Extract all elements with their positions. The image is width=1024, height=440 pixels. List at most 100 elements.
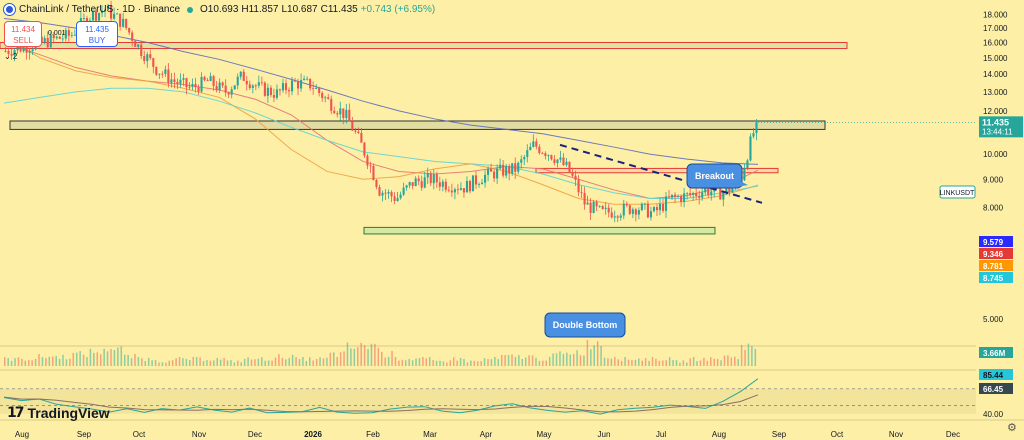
- price-axis-tick-label: 16.000: [983, 39, 1008, 48]
- volume-bar: [552, 353, 554, 366]
- buy-button[interactable]: 11.435 BUY: [76, 21, 118, 47]
- candle-body: [170, 79, 173, 83]
- last-price-label: 11.435: [982, 117, 1009, 127]
- volume-bar: [209, 360, 212, 366]
- volume-bar: [404, 360, 407, 366]
- volume-bar: [69, 358, 71, 366]
- candle-body: [429, 173, 432, 184]
- candle-body: [719, 185, 722, 200]
- volume-bar: [583, 355, 585, 366]
- rsi-value-label: 85.44: [983, 371, 1004, 380]
- candle-body: [643, 203, 646, 205]
- volume-bar: [422, 357, 424, 366]
- ma-price-tag: [979, 272, 1013, 283]
- time-axis-tick-label: Jun: [598, 430, 611, 439]
- volume-bar: [168, 360, 171, 366]
- volume-bar: [141, 358, 143, 366]
- volume-bar: [470, 360, 472, 366]
- volume-bar: [514, 356, 517, 366]
- candle-body: [263, 82, 266, 96]
- volume-bar: [703, 357, 705, 366]
- volume-bar: [579, 355, 582, 366]
- volume-bar: [144, 361, 147, 366]
- symbol-title[interactable]: ChainLink / TetherUS · 1D · Binance: [19, 4, 181, 15]
- volume-bar: [99, 354, 102, 366]
- ma-price-tag: [979, 260, 1013, 271]
- candle-body: [541, 152, 544, 154]
- volume-bar: [45, 358, 47, 366]
- sell-button[interactable]: 11.434 SELL: [4, 21, 42, 47]
- volume-bar: [566, 352, 568, 366]
- volume-bar: [360, 342, 362, 366]
- candle-body: [414, 178, 417, 187]
- volume-bar: [394, 357, 397, 366]
- candle-body: [411, 182, 414, 187]
- volume-bar: [730, 357, 733, 366]
- tradingview-logo[interactable]: 17 TradingView: [7, 405, 110, 421]
- volume-bar: [384, 357, 386, 366]
- volume-bar: [120, 346, 123, 366]
- volume-bar: [278, 354, 280, 366]
- volume-bar: [247, 357, 249, 366]
- volume-bar: [590, 349, 592, 366]
- volume-bar: [230, 360, 232, 366]
- candle-body: [230, 89, 233, 95]
- volume-bar: [319, 357, 321, 366]
- moving-average-line: [3, 36, 759, 205]
- candle-body: [586, 202, 589, 205]
- candle-body: [625, 203, 628, 206]
- volume-bar: [178, 356, 181, 366]
- volume-bar: [740, 344, 743, 366]
- buy-label: BUY: [88, 36, 106, 45]
- candle-body: [649, 211, 652, 218]
- candle-body: [532, 141, 535, 147]
- volume-bar: [418, 358, 421, 366]
- ma-price-tag: [979, 236, 1013, 247]
- candle-body: [306, 78, 309, 80]
- volume-bar: [521, 358, 524, 366]
- volume-bar: [130, 358, 133, 366]
- time-axis-tick-label: Mar: [423, 430, 437, 439]
- callout-label: Double Bottom: [553, 320, 618, 330]
- volume-bar: [82, 354, 85, 366]
- candle-body: [143, 56, 146, 62]
- candle-body: [354, 130, 357, 132]
- candle-body: [58, 36, 61, 39]
- volume-bar: [233, 362, 236, 366]
- candle-body: [161, 73, 164, 75]
- ohlc-change: +0.743 (+6.95%): [360, 4, 436, 15]
- candle-body: [592, 201, 595, 213]
- candle-body: [103, 9, 107, 12]
- candle-body: [423, 177, 426, 188]
- moving-average-line: [3, 18, 759, 165]
- candle-body: [462, 188, 465, 193]
- candle-body: [203, 76, 206, 81]
- volume-bar: [446, 362, 448, 366]
- candle-body: [559, 157, 562, 160]
- volume-bar: [576, 350, 578, 366]
- volume-bar: [641, 360, 643, 366]
- chart-settings-gear-icon[interactable]: ⚙: [1007, 422, 1017, 434]
- candle-body: [152, 58, 155, 67]
- volume-bar: [672, 359, 674, 366]
- candle-body: [616, 216, 619, 218]
- time-axis-tick-label: Dec: [248, 430, 262, 439]
- volume-bar: [158, 362, 160, 366]
- volume-bar: [507, 354, 510, 366]
- candle-body: [604, 207, 607, 209]
- ma-price-label: 9.579: [983, 238, 1004, 247]
- candle-body: [158, 73, 161, 75]
- volume-bar: [531, 355, 534, 366]
- volume-bar: [182, 358, 184, 366]
- volume-bar: [473, 360, 476, 366]
- time-axis-tick-label: Aug: [712, 430, 726, 439]
- candle-body: [499, 164, 502, 169]
- last-price-tag: [979, 116, 1023, 138]
- candle-body: [465, 180, 469, 193]
- volume-bar: [199, 357, 201, 366]
- candle-body: [408, 182, 411, 186]
- indicators-collapse-toggle[interactable]: ⌄ 2: [4, 52, 18, 61]
- candle-body: [173, 79, 176, 82]
- candle-body: [19, 45, 22, 52]
